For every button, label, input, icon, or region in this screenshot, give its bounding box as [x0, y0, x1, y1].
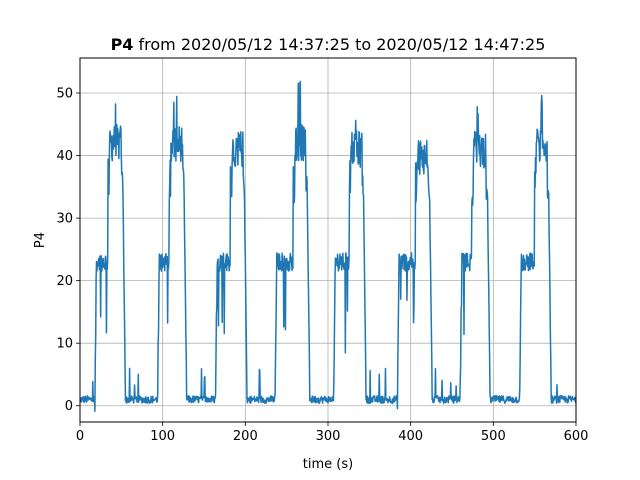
x-tick-label: 0 — [76, 429, 84, 444]
y-tick-label: 30 — [56, 212, 73, 227]
y-tick-label: 20 — [56, 274, 73, 289]
chart-title-bold: P4 — [111, 35, 134, 54]
grid — [79, 58, 577, 422]
y-tick-label: 10 — [56, 337, 73, 352]
y-tick-label: 40 — [56, 149, 73, 164]
x-tick-label: 200 — [233, 429, 258, 444]
plot-area — [79, 80, 577, 412]
chart-title: P4 from 2020/05/12 14:37:25 to 2020/05/1… — [111, 35, 546, 54]
p4-series-line — [79, 80, 577, 412]
x-tick-label: 300 — [316, 429, 341, 444]
y-axis-label: P4 — [33, 232, 48, 248]
y-tick-label: 0 — [65, 399, 73, 414]
x-axis-label: time (s) — [303, 457, 353, 472]
y-tick-label: 50 — [56, 87, 73, 102]
y-axis: 0 10 20 30 40 50 — [56, 87, 80, 414]
x-tick-label: 100 — [150, 429, 175, 444]
x-tick-label: 600 — [564, 429, 589, 444]
x-axis: 0 100 200 300 400 500 600 — [76, 422, 589, 444]
x-tick-label: 400 — [398, 429, 423, 444]
x-tick-label: 500 — [481, 429, 506, 444]
chart-title-rest: from 2020/05/12 14:37:25 to 2020/05/12 1… — [133, 35, 545, 54]
